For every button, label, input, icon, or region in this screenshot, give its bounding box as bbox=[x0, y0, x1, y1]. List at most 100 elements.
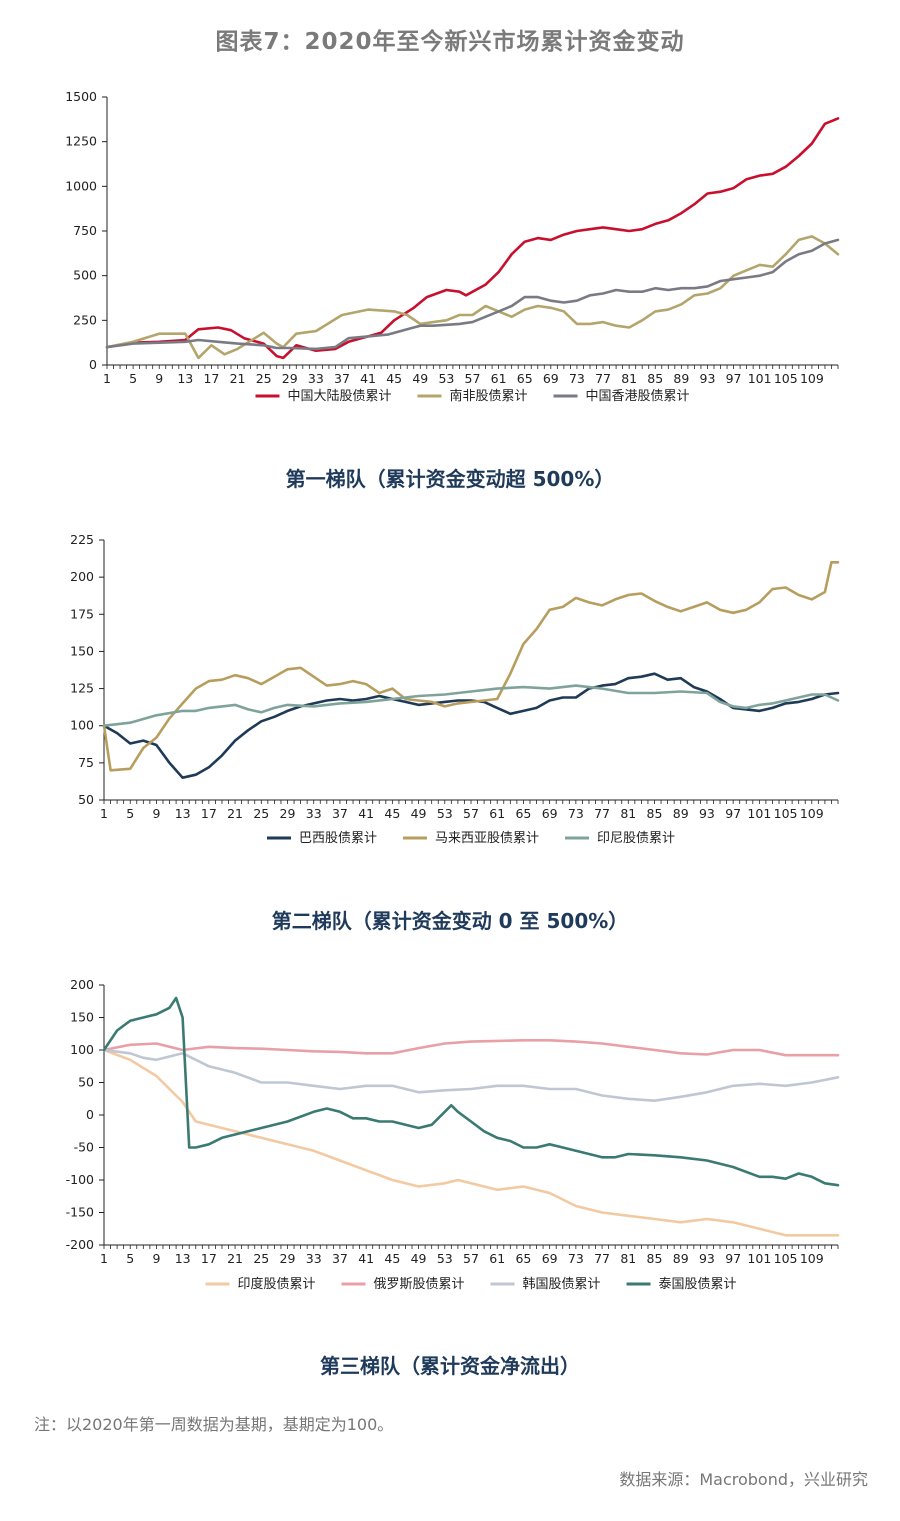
y-tick-label: 1250 bbox=[65, 134, 97, 149]
x-tick-label: 17 bbox=[203, 371, 219, 386]
x-tick-label: 45 bbox=[384, 1251, 400, 1266]
x-tick-label: 9 bbox=[152, 1251, 160, 1266]
y-tick-label: -100 bbox=[66, 1172, 94, 1187]
y-tick-label: 200 bbox=[70, 569, 94, 584]
x-tick-label: 109 bbox=[800, 1251, 824, 1266]
x-tick-label: 69 bbox=[542, 806, 558, 821]
x-tick-label: 89 bbox=[673, 1251, 689, 1266]
y-tick-label: 150 bbox=[70, 643, 94, 658]
x-tick-label: 53 bbox=[437, 1251, 453, 1266]
x-tick-label: 5 bbox=[126, 806, 134, 821]
x-tick-label: 33 bbox=[308, 371, 324, 386]
x-tick-label: 77 bbox=[594, 806, 610, 821]
y-tick-label: 50 bbox=[78, 1075, 94, 1090]
x-tick-label: 29 bbox=[282, 371, 298, 386]
y-tick-label: 100 bbox=[70, 718, 94, 733]
x-tick-label: 85 bbox=[647, 371, 663, 386]
legend-label: 南非股债累计 bbox=[449, 388, 527, 404]
x-tick-label: 29 bbox=[280, 806, 296, 821]
x-tick-label: 13 bbox=[177, 371, 193, 386]
x-tick-label: 57 bbox=[463, 806, 479, 821]
x-tick-label: 73 bbox=[569, 371, 585, 386]
y-tick-label: 500 bbox=[73, 268, 97, 283]
y-tick-label: 125 bbox=[70, 681, 94, 696]
x-tick-label: 61 bbox=[491, 371, 507, 386]
series-line-1 bbox=[102, 672, 840, 779]
y-tick-label: -50 bbox=[74, 1140, 94, 1155]
x-tick-label: 33 bbox=[306, 806, 322, 821]
x-tick-label: 89 bbox=[673, 371, 689, 386]
chart-tier-3-subtitle: 第三梯队（累计资金净流出） bbox=[320, 1354, 580, 1378]
x-tick-label: 93 bbox=[699, 806, 715, 821]
x-tick-label: 1 bbox=[103, 371, 111, 386]
legend: 巴西股债累计 马来西亚股债累计 印尼股债累计 bbox=[266, 831, 675, 846]
y-tick-label: 0 bbox=[86, 1107, 94, 1122]
legend: 中国大陆股债累计 南非股债累计 中国香港股债累计 bbox=[255, 388, 690, 404]
x-tick-label: 81 bbox=[620, 1251, 636, 1266]
x-tick-label: 69 bbox=[542, 1251, 558, 1266]
x-tick-label: 109 bbox=[800, 806, 824, 821]
legend-label: 巴西股债累计 bbox=[299, 831, 377, 846]
chart-tier-1-subtitle: 第一梯队（累计资金变动超 500%） bbox=[285, 467, 615, 491]
x-tick-label: 25 bbox=[253, 806, 269, 821]
x-tick-label: 73 bbox=[568, 806, 584, 821]
x-tick-label: 109 bbox=[800, 371, 824, 386]
series-line-3 bbox=[102, 1048, 840, 1102]
x-tick-label: 105 bbox=[774, 1251, 798, 1266]
x-tick-label: 13 bbox=[175, 806, 191, 821]
legend-label: 俄罗斯股债累计 bbox=[373, 1277, 464, 1292]
y-tick-label: 75 bbox=[78, 755, 94, 770]
x-tick-label: 81 bbox=[621, 371, 637, 386]
y-tick-label: 150 bbox=[70, 1010, 94, 1025]
x-tick-label: 53 bbox=[438, 371, 454, 386]
y-tick-label: 100 bbox=[70, 1042, 94, 1057]
x-tick-label: 21 bbox=[230, 371, 246, 386]
figure-title: 图表7：2020年至今新兴市场累计资金变动 bbox=[215, 29, 685, 55]
legend-label: 马来西亚股债累计 bbox=[435, 831, 539, 846]
x-tick-label: 85 bbox=[647, 1251, 663, 1266]
series-line-3 bbox=[105, 238, 840, 351]
x-tick-label: 77 bbox=[594, 1251, 610, 1266]
y-tick-label: 200 bbox=[70, 977, 94, 992]
x-tick-label: 77 bbox=[595, 371, 611, 386]
data-source: 数据来源：Macrobond，兴业研究 bbox=[619, 1470, 868, 1489]
y-tick-label: 1500 bbox=[65, 89, 97, 104]
x-tick-label: 9 bbox=[152, 806, 160, 821]
series-line-2 bbox=[102, 561, 840, 772]
x-tick-label: 21 bbox=[227, 1251, 243, 1266]
x-tick-label: 101 bbox=[747, 806, 771, 821]
x-tick-label: 61 bbox=[489, 1251, 505, 1266]
y-tick-label: 1000 bbox=[65, 178, 97, 193]
series-line-2 bbox=[105, 235, 840, 360]
x-tick-label: 37 bbox=[332, 806, 348, 821]
x-tick-label: 105 bbox=[774, 371, 798, 386]
x-tick-label: 93 bbox=[700, 371, 716, 386]
x-tick-label: 65 bbox=[515, 806, 531, 821]
y-tick-label: 225 bbox=[70, 532, 94, 547]
x-tick-label: 57 bbox=[463, 1251, 479, 1266]
x-tick-label: 101 bbox=[748, 371, 772, 386]
x-tick-label: 13 bbox=[175, 1251, 191, 1266]
x-tick-label: 53 bbox=[437, 806, 453, 821]
x-tick-label: 57 bbox=[465, 371, 481, 386]
series-line-4 bbox=[102, 996, 840, 1187]
x-tick-label: 73 bbox=[568, 1251, 584, 1266]
x-tick-label: 105 bbox=[774, 806, 798, 821]
x-tick-label: 89 bbox=[673, 806, 689, 821]
x-tick-label: 41 bbox=[358, 1251, 374, 1266]
y-tick-label: 0 bbox=[89, 357, 97, 372]
y-tick-label: 175 bbox=[70, 606, 94, 621]
x-tick-label: 25 bbox=[253, 1251, 269, 1266]
x-tick-label: 37 bbox=[332, 1251, 348, 1266]
x-tick-label: 21 bbox=[227, 806, 243, 821]
x-tick-label: 49 bbox=[411, 1251, 427, 1266]
x-tick-label: 25 bbox=[256, 371, 272, 386]
x-tick-label: 5 bbox=[126, 1251, 134, 1266]
y-tick-label: -200 bbox=[66, 1237, 94, 1252]
chart-tier-2: 50 75 100 125 150 175 200 225 1 5 9 13 17 21 25 29 33 37 4… bbox=[70, 532, 840, 846]
x-tick-label: 101 bbox=[747, 1251, 771, 1266]
x-tick-label: 41 bbox=[358, 806, 374, 821]
y-tick-label: 750 bbox=[73, 223, 97, 238]
x-tick-label: 17 bbox=[201, 1251, 217, 1266]
x-tick-label: 9 bbox=[155, 371, 163, 386]
